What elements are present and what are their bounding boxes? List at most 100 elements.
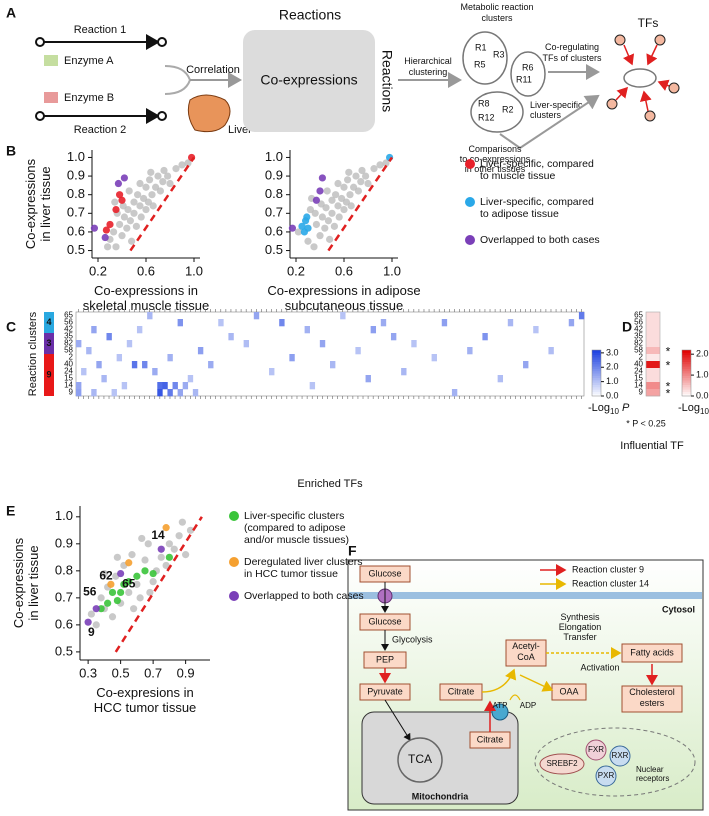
row-label: 35 — [64, 332, 73, 341]
label: Reaction 1 — [74, 24, 127, 36]
colorbar-step — [592, 370, 601, 374]
row-label: 24 — [634, 367, 643, 376]
point — [100, 569, 108, 578]
point — [101, 233, 109, 242]
point — [157, 553, 165, 561]
line: HCC tumor tissue — [94, 700, 197, 715]
x-tick-label: 1.0 — [185, 263, 203, 278]
colorbar-step — [592, 382, 601, 385]
point — [326, 235, 334, 243]
point — [108, 613, 117, 621]
heatmap-cell — [243, 340, 250, 348]
node — [157, 37, 167, 47]
legend-label: Reaction cluster 9 — [572, 564, 644, 574]
column-frame — [645, 311, 661, 397]
heatmap-cell — [76, 382, 82, 390]
line: Liver-specific, compared — [480, 196, 594, 208]
label: Nuclear receptors — [636, 765, 669, 783]
point — [107, 580, 115, 588]
heatmap-cell — [208, 361, 214, 369]
point — [160, 166, 168, 175]
row-label: 15 — [634, 374, 643, 383]
label: Mitochondria — [412, 791, 469, 801]
point — [318, 213, 326, 221]
label-part: 10 — [610, 407, 619, 416]
point — [310, 243, 318, 251]
label: Hierarchical clustering — [404, 56, 452, 77]
y-tick-label: 0.5 — [55, 643, 73, 658]
point — [162, 524, 170, 532]
point — [113, 596, 121, 605]
colorbar-step — [682, 370, 691, 374]
colorbar-step — [592, 354, 601, 358]
heatmap-cell — [646, 389, 660, 397]
label: Correlation — [186, 64, 240, 76]
row-label: 56 — [634, 318, 643, 327]
colorbar-tick-label: 1.0 — [606, 376, 619, 386]
heatmap-cell — [147, 312, 153, 320]
reference-line — [114, 516, 203, 653]
point — [321, 224, 329, 232]
point — [311, 209, 319, 217]
metabolite — [551, 683, 587, 701]
heatmap-cell — [431, 354, 437, 362]
point — [178, 518, 186, 526]
heatmap-cell — [121, 382, 128, 390]
point — [157, 545, 165, 553]
point — [112, 243, 120, 251]
point — [330, 222, 338, 230]
line: Co-expressions — [23, 158, 38, 249]
colorbar-step — [682, 373, 691, 376]
heatmap-cell — [152, 368, 158, 376]
point — [159, 178, 167, 186]
point — [332, 191, 340, 199]
heatmap-cell — [467, 347, 473, 355]
metabolite — [621, 685, 683, 713]
label: RXR — [612, 751, 629, 760]
label: R12 — [478, 112, 495, 122]
point — [125, 559, 133, 567]
tf-icons — [606, 34, 680, 122]
heatmap-cell — [646, 340, 660, 348]
label: PEP — [376, 654, 394, 664]
point — [110, 228, 118, 236]
point — [186, 526, 195, 534]
significance-star: * — [666, 387, 671, 401]
y-tick-label: 1.0 — [265, 149, 283, 164]
point — [312, 220, 320, 229]
label: Comparisons to co-expressions in other tis… — [460, 144, 531, 174]
row-label: 24 — [64, 367, 73, 376]
point — [357, 178, 365, 186]
colorbar-step — [682, 363, 691, 367]
node — [35, 37, 45, 47]
heatmap-cell — [157, 389, 163, 397]
heatmap-cell — [578, 312, 585, 320]
point — [117, 588, 125, 597]
colorbar-step — [592, 393, 601, 397]
panel-label: C — [6, 319, 16, 335]
point — [328, 209, 336, 217]
heatmap-cell — [91, 389, 97, 397]
label: TCA — [408, 752, 432, 766]
label: Co-expressionsin liver tissue — [23, 158, 53, 249]
point — [340, 183, 348, 191]
line: Cholesterol — [629, 687, 675, 697]
heatmap-cell — [482, 333, 488, 341]
heatmap-cell — [646, 312, 660, 320]
colorbar-tick-label: 2.0 — [606, 362, 619, 372]
legend-swatch — [229, 591, 239, 601]
line: clusters — [481, 13, 513, 23]
point — [92, 605, 100, 613]
point — [335, 213, 343, 221]
colorbar-step — [592, 361, 601, 365]
heatmap-cell — [96, 361, 102, 369]
heatmap-cell — [401, 368, 407, 376]
line: Co-expressions in adipose — [267, 283, 420, 298]
colorbar-step — [682, 359, 691, 362]
point — [128, 551, 136, 559]
cluster — [470, 91, 524, 133]
legend-swatch — [465, 159, 475, 169]
legend-swatch — [229, 557, 239, 567]
line: Overlapped to both cases — [480, 234, 600, 246]
y-tick-label: 0.5 — [67, 242, 85, 257]
